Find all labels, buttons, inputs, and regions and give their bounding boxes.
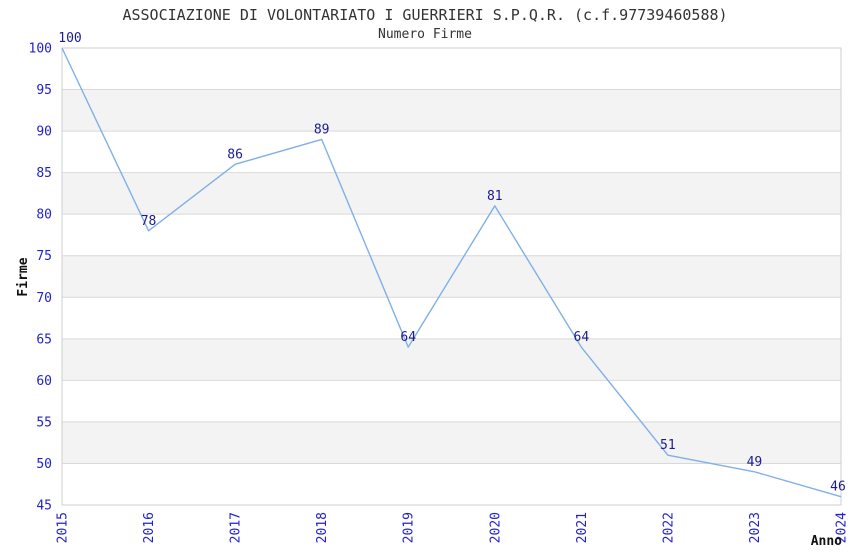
- band-stripe: [62, 421, 841, 464]
- x-tick-label: 2015: [56, 512, 71, 543]
- x-tick-label: 2023: [748, 512, 763, 543]
- y-tick-label: 60: [36, 374, 52, 389]
- band-stripe: [62, 172, 841, 215]
- y-tick-label: 90: [36, 125, 52, 140]
- chart-title: ASSOCIAZIONE DI VOLONTARIATO I GUERRIERI…: [122, 6, 728, 24]
- data-label: 100: [58, 31, 81, 46]
- data-label: 64: [400, 330, 416, 345]
- x-tick-label: 2018: [315, 512, 330, 543]
- x-tick-label: 2024: [835, 512, 850, 543]
- y-tick-label: 70: [36, 291, 52, 306]
- series-line: [61, 47, 842, 498]
- x-tick-label: 2020: [488, 512, 503, 543]
- y-tick-label: 65: [36, 332, 52, 347]
- x-tick-label: 2019: [402, 512, 417, 543]
- data-label: 51: [660, 438, 676, 453]
- data-label: 78: [141, 214, 157, 229]
- chart-subtitle: Numero Firme: [378, 27, 472, 42]
- y-tick-label: 75: [36, 249, 52, 264]
- y-axis-title: Firme: [16, 257, 31, 296]
- band-stripe: [62, 89, 841, 132]
- data-label: 86: [227, 147, 243, 162]
- data-label: 81: [487, 189, 503, 204]
- data-label: 46: [830, 480, 846, 495]
- y-tick-label: 100: [29, 42, 52, 57]
- y-tick-label: 80: [36, 208, 52, 223]
- data-label: 49: [747, 455, 763, 470]
- data-label: 64: [574, 330, 590, 345]
- x-tick-label: 2022: [661, 512, 676, 543]
- y-tick-label: 95: [36, 83, 52, 98]
- band-stripe: [62, 338, 841, 381]
- x-axis-title: Anno: [811, 534, 842, 549]
- x-tick-label: 2021: [575, 512, 590, 543]
- x-tick-label: 2016: [142, 512, 157, 543]
- y-tick-label: 85: [36, 166, 52, 181]
- y-tick-label: 45: [36, 499, 52, 514]
- plot-border: [61, 47, 842, 506]
- x-tick-label: 2017: [229, 512, 244, 543]
- y-tick-label: 55: [36, 415, 52, 430]
- y-tick-label: 50: [36, 457, 52, 472]
- data-label: 89: [314, 122, 330, 137]
